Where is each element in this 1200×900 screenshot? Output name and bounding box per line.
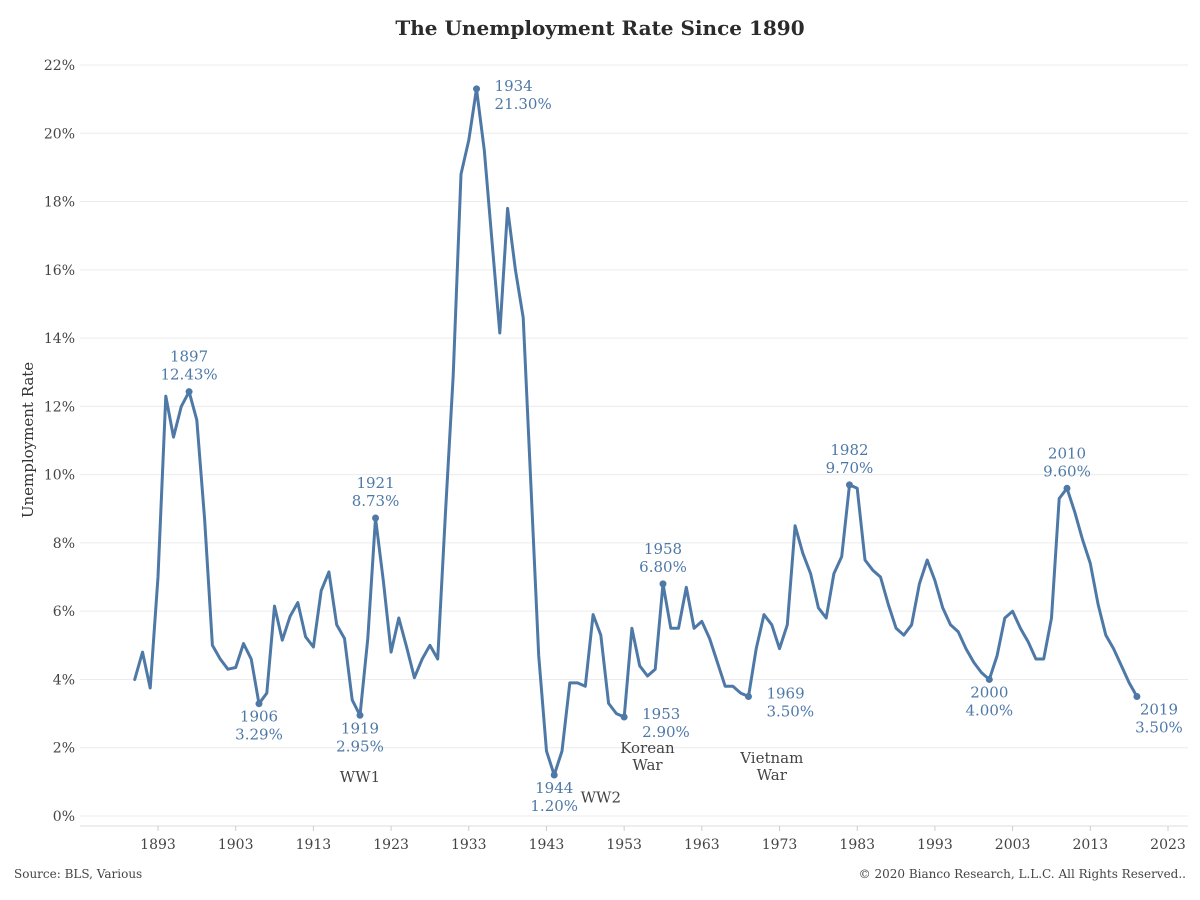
data-point-2010 <box>1063 484 1071 492</box>
annotation-value-label: 3.50% <box>1135 719 1183 737</box>
x-tick-label: 1893 <box>140 837 176 853</box>
annotation-value-label: 9.70% <box>826 459 874 477</box>
annotation-year-label: 1934 <box>495 77 533 95</box>
annotation-value-label: 8.73% <box>352 492 400 510</box>
data-point-1958 <box>659 580 667 588</box>
annotation-value-label: 2.95% <box>336 737 384 755</box>
data-point-2019 <box>1133 693 1141 701</box>
y-tick-label: 22% <box>44 58 75 74</box>
data-point-1897 <box>185 388 193 396</box>
annotation-value-label: 12.43% <box>160 366 217 384</box>
annotation-year-label: 1906 <box>240 708 278 726</box>
data-point-1944 <box>550 771 558 779</box>
axes: 0% 2% 4% 6% 8% 10% 12% 14% 16% 18% 20% 22% 1893 1903 1… <box>44 58 1188 853</box>
x-tick-label: 1923 <box>373 837 409 853</box>
event-label: Vietnam <box>739 749 803 767</box>
annotation-value-label: 21.30% <box>495 95 552 113</box>
chart-title: The Unemployment Rate Since 1890 <box>395 16 805 40</box>
annotation-value-label: 6.80% <box>639 558 687 576</box>
event-label: War <box>632 756 663 774</box>
x-tick-label: 2003 <box>995 837 1031 853</box>
source-note: Source: BLS, Various <box>14 867 143 881</box>
data-point-1921 <box>372 514 380 522</box>
data-point-1982 <box>845 481 853 489</box>
y-tick-label: 16% <box>44 263 75 279</box>
y-tick-label: 20% <box>44 126 75 142</box>
annotation-value-label: 9.60% <box>1043 462 1091 480</box>
data-point-1906 <box>255 700 263 708</box>
annotation-year-label: 1897 <box>170 348 208 366</box>
x-tick-label: 1993 <box>917 837 953 853</box>
y-tick-label: 10% <box>44 468 75 484</box>
x-tick-label: 1933 <box>451 837 487 853</box>
y-tick-label: 0% <box>53 809 75 825</box>
annotation-year-label: 1958 <box>644 540 682 558</box>
data-point-2000 <box>985 675 993 683</box>
series-line-unemployment-rate <box>133 87 1139 777</box>
x-tick-label: 1943 <box>529 837 565 853</box>
y-tick-label: 12% <box>44 399 75 415</box>
annotation-value-label: 4.00% <box>965 701 1013 719</box>
data-point-1934 <box>473 85 481 93</box>
x-tick-label: 1903 <box>218 837 254 853</box>
event-label: WW1 <box>340 768 380 786</box>
annotation-year-label: 1953 <box>642 705 680 723</box>
x-tick-label: 1973 <box>762 837 798 853</box>
annotation-value-label: 3.50% <box>766 703 814 721</box>
x-tick-label: 2013 <box>1072 837 1108 853</box>
annotation-value-label: 1.20% <box>530 797 578 815</box>
annotation-year-label: 2010 <box>1048 444 1086 462</box>
annotation-year-label: 1982 <box>830 441 868 459</box>
annotation-year-label: 1969 <box>766 685 804 703</box>
y-tick-label: 2% <box>53 741 75 757</box>
event-label: War <box>757 766 788 784</box>
x-tick-label: 2023 <box>1150 837 1186 853</box>
y-tick-label: 4% <box>53 672 75 688</box>
y-tick-label: 8% <box>53 536 75 552</box>
gridlines <box>80 64 1188 817</box>
data-point-1919 <box>356 711 364 719</box>
annotation-year-label: 2000 <box>970 683 1008 701</box>
y-tick-label: 6% <box>53 604 75 620</box>
event-label: WW2 <box>581 788 621 806</box>
series-layer <box>133 87 1139 777</box>
annotation-value-label: 2.90% <box>642 723 690 741</box>
annotation-year-label: 1921 <box>356 474 394 492</box>
annotation-year-label: 1919 <box>341 719 379 737</box>
y-axis-label: Unemployment Rate <box>19 362 37 518</box>
x-tick-label: 1913 <box>296 837 332 853</box>
data-point-1969 <box>744 693 752 701</box>
y-tick-label: 18% <box>44 195 75 211</box>
y-tick-label: 14% <box>44 331 75 347</box>
x-tick-label: 1983 <box>839 837 875 853</box>
annotation-value-label: 3.29% <box>235 726 283 744</box>
event-label: Korean <box>620 739 675 757</box>
data-point-1953 <box>620 713 628 721</box>
annotation-year-label: 1944 <box>535 779 573 797</box>
copyright-note: © 2020 Bianco Research, L.L.C. All Right… <box>858 867 1186 881</box>
annotation-year-label: 2019 <box>1140 701 1178 719</box>
x-tick-label: 1953 <box>606 837 642 853</box>
x-tick-label: 1963 <box>684 837 720 853</box>
